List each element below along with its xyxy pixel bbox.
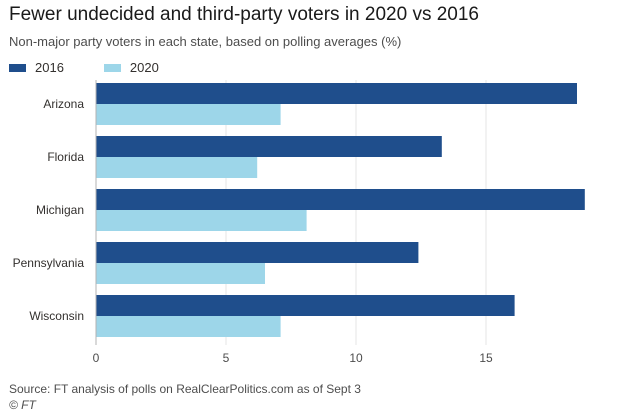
bar-2016-arizona — [96, 83, 577, 104]
source-note: Source: FT analysis of polls on RealClea… — [9, 382, 361, 396]
category-label: Florida — [47, 150, 84, 164]
x-tick-label: 5 — [223, 351, 230, 365]
bar-2016-wisconsin — [96, 295, 515, 316]
credit-note: © FT — [9, 398, 36, 412]
bar-2016-pennsylvania — [96, 242, 419, 263]
legend-swatch-2016 — [9, 63, 26, 72]
legend-swatch-2020 — [103, 63, 121, 72]
bar-2020-florida — [96, 157, 258, 178]
x-tick-label: 15 — [479, 351, 493, 365]
legend: 2016 2020 — [9, 60, 199, 75]
bar-2020-arizona — [96, 104, 281, 125]
x-tick-label: 10 — [349, 351, 363, 365]
bar-2020-michigan — [96, 210, 307, 231]
bar-2020-wisconsin — [96, 316, 281, 337]
chart-subtitle: Non-major party voters in each state, ba… — [9, 34, 402, 49]
category-label: Michigan — [36, 203, 84, 217]
legend-label-2016: 2016 — [35, 60, 64, 75]
category-label: Wisconsin — [29, 309, 84, 323]
legend-item-2020: 2020 — [103, 60, 159, 75]
category-label: Arizona — [43, 97, 84, 111]
bar-2016-michigan — [96, 189, 585, 210]
category-label: Pennsylvania — [13, 256, 85, 270]
bar-2016-florida — [96, 136, 442, 157]
legend-label-2020: 2020 — [129, 60, 159, 75]
x-tick-label: 0 — [93, 351, 100, 365]
chart-title: Fewer undecided and third-party voters i… — [9, 4, 479, 25]
legend-item-2016: 2016 — [9, 60, 64, 75]
bar-2020-pennsylvania — [96, 263, 265, 284]
